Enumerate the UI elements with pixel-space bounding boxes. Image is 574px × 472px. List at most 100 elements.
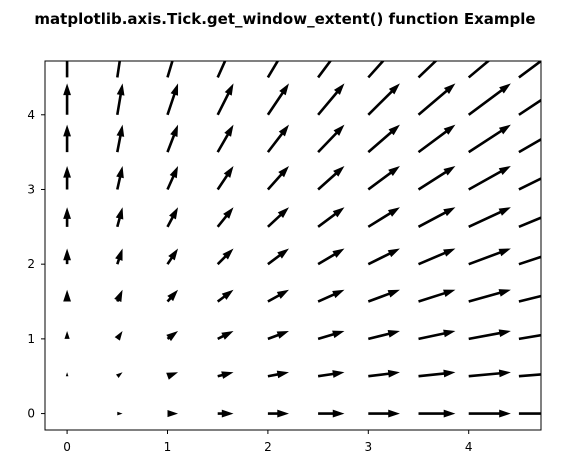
y-tick-label: 3 [27, 182, 35, 196]
quiver-arrow [417, 61, 438, 79]
y-tick-label: 2 [27, 257, 35, 271]
y-tick-label: 0 [27, 407, 35, 421]
quiver-arrow [116, 61, 122, 78]
quiver-arrow [166, 372, 179, 380]
chart-title: matplotlib.axis.Tick.get_window_extent()… [34, 10, 535, 28]
quiver-arrow [368, 409, 400, 418]
quiver-arrow [317, 165, 345, 191]
quiver-arrow [63, 207, 71, 227]
quiver-arrow [317, 61, 332, 79]
quiver-arrow [367, 330, 400, 341]
quiver-arrows [63, 61, 541, 418]
quiver-arrow [417, 165, 456, 191]
y-tick-label: 4 [27, 108, 35, 122]
quiver-arrow [116, 124, 125, 153]
quiver-arrow [518, 373, 541, 378]
quiver-arrow [468, 165, 511, 191]
quiver-arrow [367, 248, 400, 266]
quiver-arrow [116, 83, 125, 115]
quiver-arrow [114, 289, 123, 303]
quiver-arrow [317, 370, 345, 378]
quiver-arrow [468, 124, 511, 154]
quiver-arrow [217, 371, 234, 379]
quiver-arrow [115, 372, 123, 378]
quiver-arrow [63, 83, 71, 115]
x-tick-label: 0 [63, 440, 71, 454]
quiver-arrow [166, 248, 179, 265]
quiver-arrow [64, 331, 70, 339]
quiver-arrow [63, 165, 71, 190]
quiver-arrow [467, 61, 491, 79]
quiver-arrow [166, 331, 179, 342]
plot-frame [44, 60, 542, 431]
quiver-arrow [166, 165, 179, 191]
quiver-arrow [63, 124, 71, 153]
quiver-arrow [417, 83, 456, 116]
quiver-arrow [216, 61, 227, 78]
quiver-arrow [216, 248, 234, 266]
quiver-arrow [65, 61, 69, 78]
quiver-arrow [518, 412, 541, 415]
quiver-arrow [317, 124, 345, 154]
quiver-arrow [166, 61, 174, 78]
quiver-arrow [266, 83, 289, 116]
quiver-arrow [166, 207, 179, 228]
quiver-arrow [518, 61, 541, 79]
quiver-arrow [317, 330, 345, 341]
quiver-arrow [216, 207, 234, 228]
x-tick-label: 3 [364, 440, 372, 454]
quiver-arrow [418, 329, 456, 341]
x-tick-label: 4 [465, 440, 473, 454]
quiver-arrow [317, 248, 345, 266]
quiver-arrow [317, 83, 345, 116]
quiver-arrow [468, 329, 511, 341]
quiver-arrow [367, 165, 400, 191]
quiver-arrow [468, 409, 511, 418]
quiver-arrow [63, 289, 71, 302]
quiver-arrow [216, 83, 234, 116]
quiver-arrow [116, 165, 124, 190]
quiver-arrow [418, 289, 456, 303]
quiver-arrow [266, 61, 280, 79]
quiver-arrow [518, 333, 541, 341]
quiver-arrow [166, 124, 179, 153]
quiver-arrow [267, 289, 289, 303]
quiver-arrow [267, 248, 289, 266]
quiver-arrow [417, 207, 456, 228]
quiver-arrow [367, 61, 385, 79]
quiver-arrow [518, 216, 541, 229]
quiver-arrow [468, 289, 511, 303]
quiver-arrow [167, 410, 179, 418]
quiver-arrow [217, 331, 234, 341]
quiver-arrow [418, 409, 456, 418]
y-tick-label: 1 [27, 332, 35, 346]
quiver-arrow [518, 255, 541, 266]
quiver-arrow [166, 289, 179, 303]
quiver-arrow [367, 83, 400, 116]
quiver-arrow [518, 98, 541, 116]
quiver-arrow [318, 409, 345, 418]
quiver-arrow [417, 124, 456, 154]
quiver-arrow [418, 248, 456, 266]
quiver-arrow [115, 248, 123, 265]
quiver-arrow [418, 369, 456, 378]
quiver-arrow [468, 207, 511, 228]
quiver-arrow [117, 411, 123, 416]
quiver-arrow [217, 409, 234, 418]
quiver-arrow [266, 165, 289, 191]
quiver-arrow [468, 248, 511, 266]
quiver-arrow [367, 289, 400, 303]
x-tick-label: 1 [164, 440, 172, 454]
quiver-arrow [216, 289, 234, 303]
quiver-arrow [317, 289, 345, 303]
quiver-arrow [216, 165, 234, 191]
x-axis: 0 1 2 3 4 [63, 430, 473, 454]
quiver-arrow [266, 124, 289, 153]
quiver-arrow [267, 370, 289, 379]
quiver-arrow [267, 331, 289, 341]
quiver-arrow [267, 409, 289, 418]
y-axis: 0 1 2 3 4 [27, 108, 45, 421]
quiver-arrow [367, 124, 400, 154]
